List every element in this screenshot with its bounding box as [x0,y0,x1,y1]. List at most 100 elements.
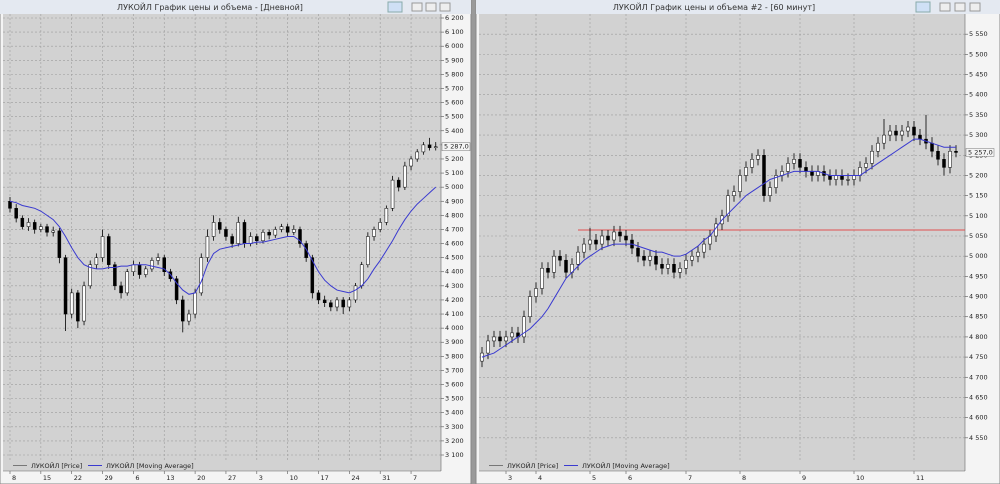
candle-body [106,236,111,265]
y-tick-label: 6 100 [445,28,464,36]
candle-body [948,150,952,168]
x-tick-label: 11 [916,474,924,482]
y-tick-label: 5 700 [445,84,464,92]
y-tick-label: 4 850 [969,313,988,321]
y-tick-label: 5 550 [969,30,988,38]
moving-average-line [481,138,956,358]
candle-body [255,236,259,241]
candle-body [236,222,241,244]
candle-body [828,175,832,180]
candle-body [588,239,592,245]
y-tick-label: 5 400 [969,91,988,99]
candle-body [906,126,910,132]
candle-body [199,257,204,294]
y-tick-label: 4 800 [445,211,464,219]
plot-area [3,14,441,460]
candle-body [582,243,586,253]
candle-body [82,285,86,322]
x-tick-label: 27 [228,474,236,482]
y-tick-label: 5 050 [969,232,988,240]
minimize-button[interactable] [939,2,951,12]
candle-body [372,229,376,237]
candle-body [624,235,628,241]
candle-body [876,142,880,152]
y-tick-label: 4 750 [969,353,988,361]
minimize-button[interactable] [411,2,423,12]
y-tick-label: 3 400 [445,409,464,417]
candle-body [137,264,142,275]
candle-body [113,264,117,287]
candle-body [576,251,580,265]
candle-body [322,299,327,304]
candle-body [486,340,490,354]
candle-body [94,257,99,265]
close-button[interactable] [439,2,451,12]
candle-body [786,163,790,172]
y-tick-label: 3 100 [445,451,464,459]
legend-label: ЛУКОЙЛ [Moving Average] [106,461,194,470]
pin-button[interactable] [915,1,931,13]
y-tick-label: 4 650 [969,393,988,401]
candle-body [684,259,688,269]
last-price-label: 5 257,0 [968,148,993,156]
candle-body [26,222,31,227]
candle-body [894,130,898,136]
candle-body [768,187,772,196]
candle-body [726,195,730,217]
title-bar [0,0,471,14]
candle-body [285,226,290,233]
candle-body [224,229,228,237]
y-tick-label: 4 900 [445,197,464,205]
y-tick-label: 3 600 [445,381,464,389]
candle-body [390,179,395,209]
candle-body [504,336,508,342]
y-tick-label: 5 300 [969,131,988,139]
candle-body [57,230,62,258]
y-tick-label: 4 000 [445,324,464,332]
candle-body [14,208,18,219]
y-tick-label: 5 000 [969,252,988,260]
candle-body [792,159,796,164]
candle-body [864,163,868,168]
y-tick-label: 3 200 [445,437,464,445]
candle-body [88,264,92,287]
candle-body [756,155,760,160]
legend-label: ЛУКОЙЛ [Price] [507,461,558,470]
maximize-button[interactable] [425,2,437,12]
x-tick-label: 31 [382,474,390,482]
legend-label: ЛУКОЙЛ [Moving Average] [582,461,670,470]
candle-body [522,316,526,338]
candle-body [606,235,610,241]
candle-body [840,175,844,180]
candle-body [162,257,166,272]
x-tick-label: 3 [508,474,512,482]
y-tick-label: 4 600 [445,240,464,248]
candle-body [564,259,568,273]
y-tick-label: 4 600 [969,414,988,422]
maximize-button[interactable] [954,2,966,12]
y-tick-label: 5 800 [445,70,464,78]
candle-body [366,236,370,265]
y-tick-label: 5 100 [969,212,988,220]
legend-area [479,460,965,471]
candle-body [636,247,640,257]
candle-body [552,255,556,273]
legend-area [3,460,441,471]
candle-body [918,134,922,140]
x-tick-label: 20 [197,474,205,482]
candle-body [415,151,419,160]
x-tick-label: 29 [105,474,113,482]
close-button[interactable] [969,2,981,12]
candle-body [648,255,652,261]
legend-label: ЛУКОЙЛ [Price] [31,461,82,470]
candle-body [510,332,514,338]
candle-body [187,313,191,322]
pin-button[interactable] [387,1,403,13]
title-bar [476,0,1000,14]
candle-body [618,231,622,237]
x-tick-label: 10 [856,474,864,482]
candle-body [696,251,700,257]
candle-body [732,191,736,196]
window-title: ЛУКОЙЛ График цены и объема #2 - [60 мин… [613,1,815,12]
